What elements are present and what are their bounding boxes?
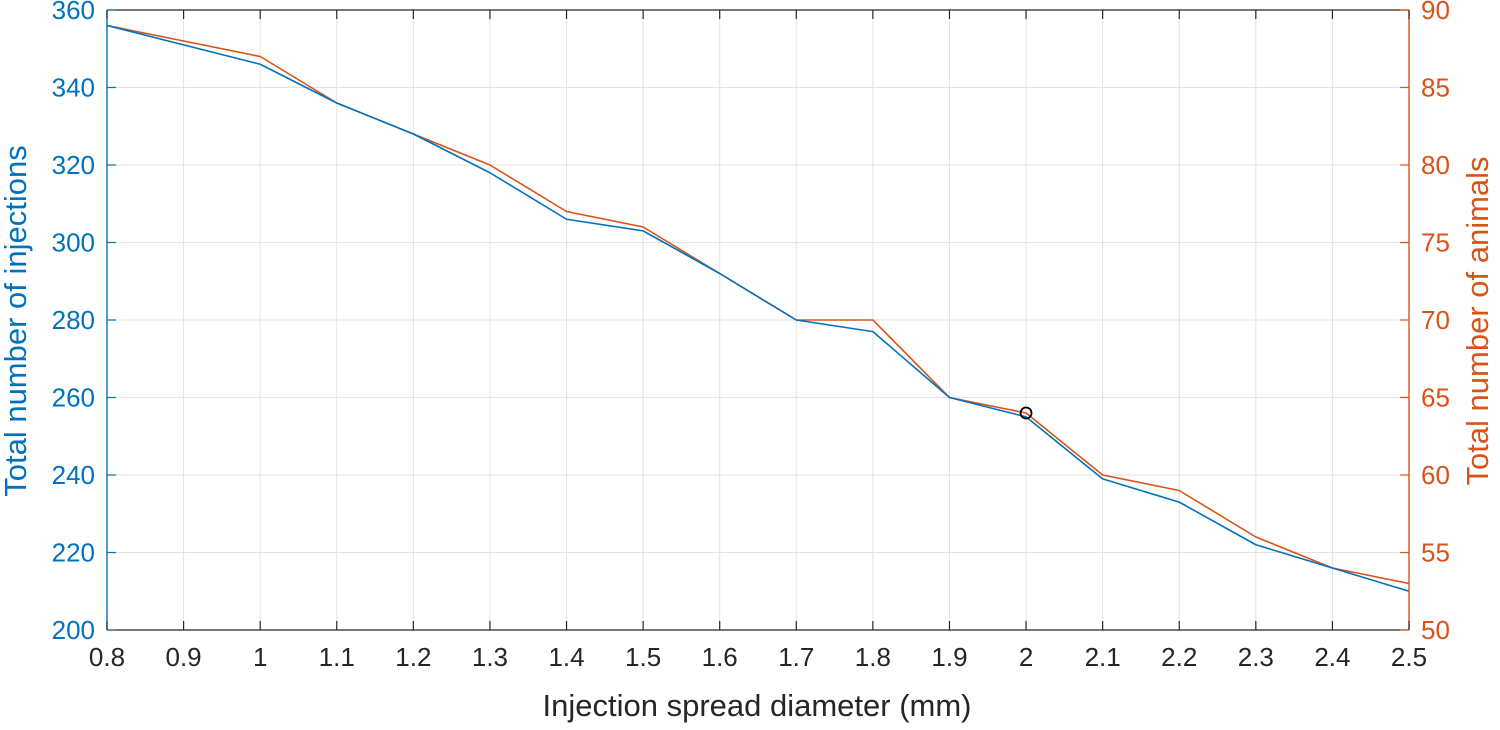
- left-y-tick-label: 340: [52, 73, 95, 103]
- right-y-tick-label: 80: [1421, 150, 1450, 180]
- left-y-tick-label: 300: [52, 228, 95, 258]
- x-tick-label: 1.4: [548, 642, 584, 672]
- x-tick-label: 2.1: [1085, 642, 1121, 672]
- series-layer: [106, 24, 1410, 593]
- right-y-tick-label: 85: [1421, 73, 1450, 103]
- animals-series-line: [106, 24, 1410, 585]
- x-tick-label: 0.9: [166, 642, 202, 672]
- x-tick-label: 1.2: [395, 642, 431, 672]
- x-tick-label: 2.3: [1238, 642, 1274, 672]
- x-tick-label: 2.4: [1314, 642, 1350, 672]
- x-tick-label: 1.8: [855, 642, 891, 672]
- injections-series-line: [106, 24, 1410, 593]
- right-y-tick-label: 90: [1421, 0, 1450, 25]
- x-tick-label: 2.5: [1391, 642, 1427, 672]
- x-tick-label: 2.2: [1161, 642, 1197, 672]
- ticks-layer: 0.8 0.9 1 1.1 1.2 1.3 1.4 1.5 1.6 1.7 1.8 1.9 2 2.1 2.…: [52, 0, 1450, 672]
- grid-layer: [106, 9, 1410, 631]
- right-y-tick-label: 60: [1421, 460, 1450, 490]
- left-y-tick-label: 220: [52, 538, 95, 568]
- left-y-tick-label: 360: [52, 0, 95, 25]
- x-tick-label: 1.9: [931, 642, 967, 672]
- right-y-tick-label: 75: [1421, 228, 1450, 258]
- highlight-circle-marker: [1019, 406, 1033, 420]
- x-tick-label: 1.3: [472, 642, 508, 672]
- left-y-tick-label: 320: [52, 150, 95, 180]
- left-y-tick-label: 260: [52, 383, 95, 413]
- x-axis-label: Injection spread diameter (mm): [543, 688, 972, 723]
- left-y-tick-label: 280: [52, 305, 95, 335]
- x-tick-label: 1.5: [625, 642, 661, 672]
- left-y-tick-label: 200: [52, 615, 95, 645]
- right-y-tick-label: 65: [1421, 383, 1450, 413]
- right-y-tick-label: 55: [1421, 538, 1450, 568]
- x-tick-label: 1.7: [778, 642, 814, 672]
- x-tick-label: 0.8: [89, 642, 125, 672]
- right-y-tick-label: 50: [1421, 615, 1450, 645]
- left-y-tick-label: 240: [52, 460, 95, 490]
- x-tick-label: 2: [1019, 642, 1033, 672]
- x-tick-label: 1.1: [319, 642, 355, 672]
- right-y-tick-label: 70: [1421, 305, 1450, 335]
- x-tick-label: 1: [253, 642, 267, 672]
- x-tick-label: 1.6: [702, 642, 738, 672]
- left-y-axis-label: Total number of injections: [0, 145, 33, 497]
- right-y-axis-label: Total number of animals: [1460, 156, 1495, 485]
